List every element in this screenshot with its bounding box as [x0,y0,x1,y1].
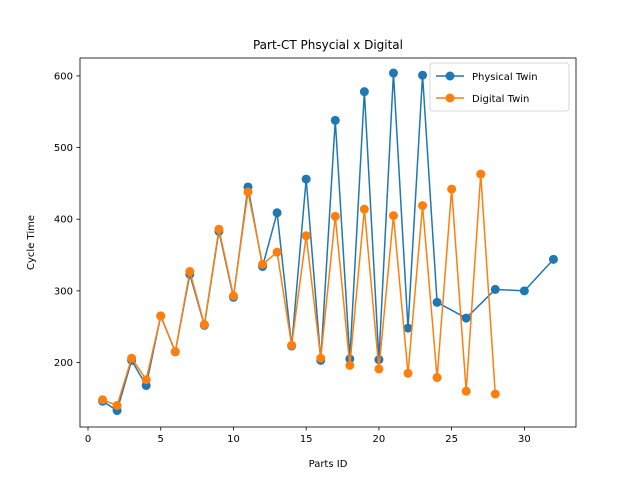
data-point-digital-twin [316,353,326,363]
y-tick-label: 400 [54,215,73,226]
data-point-digital-twin [112,401,122,410]
x-tick-label: 30 [518,434,531,445]
legend-marker-physical-twin [445,71,455,81]
data-point-digital-twin [141,375,151,385]
legend-box [429,62,570,112]
data-point-digital-twin [432,373,442,383]
legend-label-digital-twin: Digital Twin [472,94,529,105]
x-tick-label: 10 [227,434,240,445]
plot-area [98,68,558,416]
data-point-digital-twin [170,347,180,357]
data-point-digital-twin [447,184,457,194]
data-point-digital-twin [287,340,297,350]
data-point-digital-twin [156,311,166,321]
axes-frame [79,57,577,428]
y-axis: 200 300 400 500 600 [54,71,80,369]
data-point-physical-twin [330,115,340,125]
chart-title: Part-CT Phsycial x Digital [253,38,403,52]
data-point-digital-twin [301,231,311,241]
data-point-physical-twin [490,284,500,294]
data-point-physical-twin [418,70,428,80]
data-point-digital-twin [345,360,355,370]
data-point-digital-twin [272,247,282,257]
data-point-digital-twin [258,259,268,269]
series-physical-twin [98,68,558,416]
data-point-digital-twin [185,267,195,277]
y-tick-label: 300 [54,286,73,297]
legend: Physical Twin Digital Twin [429,62,570,112]
data-point-physical-twin [519,286,529,296]
data-point-physical-twin [548,254,558,264]
y-tick-label: 500 [54,143,73,154]
data-point-digital-twin [490,389,500,399]
y-axis-label: Cycle Time [26,215,37,270]
x-axis: 0 5 10 15 20 25 30 [85,427,531,445]
x-tick-label: 5 [158,434,164,445]
x-tick-label: 25 [445,434,458,445]
legend-label-physical-twin: Physical Twin [472,72,538,83]
legend-marker-digital-twin [445,93,455,103]
data-point-digital-twin [243,187,253,197]
series-line-digital-twin [102,173,497,407]
data-point-digital-twin [214,224,224,234]
data-point-digital-twin [403,368,413,378]
data-point-physical-twin [461,313,471,323]
data-point-physical-twin [388,68,398,78]
data-point-digital-twin [359,204,369,214]
x-tick-label: 15 [300,434,313,445]
data-point-digital-twin [98,395,108,405]
data-point-digital-twin [418,201,428,211]
data-point-digital-twin [330,211,340,221]
data-point-digital-twin [461,386,471,396]
data-point-physical-twin [403,323,413,333]
series-digital-twin [98,169,500,410]
data-point-physical-twin [374,355,384,365]
data-point-digital-twin [127,353,137,363]
data-point-physical-twin [432,297,442,307]
data-point-digital-twin [228,291,238,301]
data-point-digital-twin [374,364,384,374]
x-tick-label: 0 [85,434,91,445]
data-point-physical-twin [359,87,369,97]
data-point-physical-twin [301,174,311,184]
data-point-digital-twin [199,320,209,330]
x-tick-label: 20 [373,434,386,445]
x-axis-label: Parts ID [309,459,348,470]
data-point-digital-twin [388,211,398,221]
y-tick-label: 200 [54,358,73,369]
data-point-physical-twin [272,208,282,218]
y-tick-label: 600 [54,71,73,82]
data-point-digital-twin [476,169,486,179]
